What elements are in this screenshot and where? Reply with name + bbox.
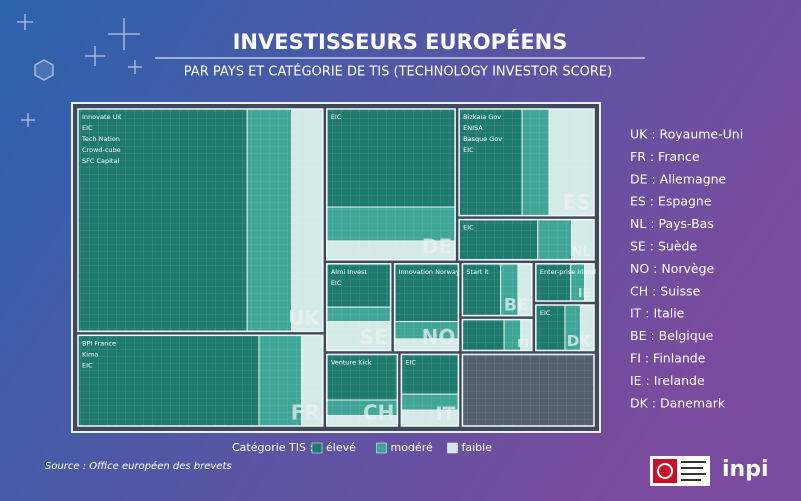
tile: [462, 354, 594, 426]
country-code: CH: [363, 401, 394, 425]
investor-label: Almi Invest: [331, 268, 368, 276]
tile: [522, 109, 549, 216]
investor-label: Crowd-cube: [82, 146, 121, 154]
source: Source : Office européen des brevets: [45, 460, 232, 472]
tile: [327, 109, 455, 207]
inpi-logo: inpi: [722, 457, 769, 482]
country-code: ES: [563, 190, 591, 214]
key-entry: ES : Espagne: [630, 194, 712, 209]
key-entry: FR : France: [630, 149, 700, 164]
country-code: SE: [360, 325, 388, 349]
investor-label: EIC: [331, 113, 342, 121]
tile: [327, 307, 391, 321]
country-code: IT: [435, 403, 455, 425]
country-code: IE: [578, 285, 591, 300]
legend-label: élevé: [326, 441, 356, 454]
tile: [538, 220, 572, 260]
investor-label: Kima: [82, 350, 98, 358]
country-code: DE: [422, 234, 452, 258]
country-code: BE: [504, 295, 529, 315]
legend-swatch: [312, 443, 322, 453]
key-entry: NL : Pays-Bas: [630, 216, 714, 231]
country-code: FI: [517, 337, 529, 350]
investor-label: Enter-prise Irland: [540, 268, 596, 276]
tile: [78, 335, 259, 426]
investor-label: BPI France: [82, 339, 116, 347]
key-entry: UK : Royaume-Uni: [630, 127, 743, 142]
investor-label: Start it: [466, 268, 489, 276]
investor-label: EIC: [540, 309, 551, 317]
investor-label: EIC: [82, 124, 93, 132]
key-entry: IT : Italie: [630, 306, 685, 321]
key-entry: DK : Danemark: [630, 395, 726, 410]
epo-logo: [650, 456, 710, 486]
country-code: DK: [567, 332, 593, 350]
investor-label: SFC Capital: [82, 157, 119, 165]
country-code: NO: [422, 325, 456, 349]
chart-title: INVESTISSEURS EUROPÉENS: [233, 29, 568, 54]
key-entry: CH : Suisse: [630, 283, 701, 298]
investor-label: Basque Gov: [463, 135, 502, 143]
key-entry: IE : Irelande: [630, 373, 705, 388]
treemap: Innovate UK EIC Tech Nation Crowd-cube SFC C…: [78, 109, 596, 426]
key-entry: SE : Suède: [630, 239, 697, 254]
legend-label: modéré: [391, 441, 433, 454]
key-entry: DE : Allemagne: [630, 171, 727, 186]
investor-label: EIC: [463, 146, 474, 154]
tile: [247, 109, 292, 331]
legend-title: Catégorie TIS :: [232, 441, 313, 454]
tile: [462, 320, 504, 351]
investor-label: Innovate UK: [82, 113, 122, 121]
key-entry: FI : Finlande: [630, 351, 706, 366]
legend: élevé modéré faible: [312, 441, 492, 454]
country-code: FR: [291, 401, 320, 425]
investor-label: Bizkaia Gov: [463, 113, 501, 121]
investor-label: EIC: [82, 361, 93, 369]
tile: [292, 109, 323, 331]
investor-label: EIC: [463, 224, 474, 232]
investor-label: Innovation Norway: [399, 268, 460, 276]
investor-label: Tech Nation: [81, 135, 120, 143]
country-code: UK: [288, 306, 321, 330]
investor-label: EIC: [405, 358, 416, 366]
legend-swatch: [377, 443, 387, 453]
key-entry: BE : Belgique: [630, 328, 714, 343]
legend-swatch: [448, 443, 458, 453]
chart-subtitle: PAR PAYS ET CATÉGORIE DE TIS (TECHNOLOGY…: [184, 64, 612, 80]
investor-label: EIC: [331, 279, 342, 287]
key-entry: NO : Norvège: [630, 261, 715, 276]
investor-label: ENISA: [463, 124, 483, 132]
legend-label: faible: [462, 441, 493, 454]
investor-label: Venture Kick: [331, 358, 372, 366]
country-code: NL: [571, 245, 591, 260]
